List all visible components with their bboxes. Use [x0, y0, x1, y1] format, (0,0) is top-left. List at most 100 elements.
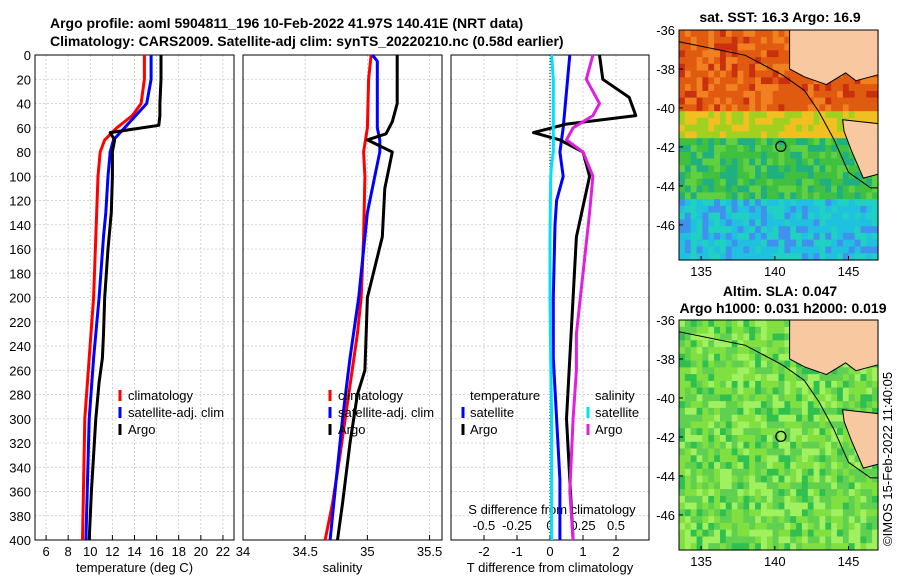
- map-cell: [690, 70, 698, 78]
- map-cell: [749, 43, 756, 51]
- map-cell: [796, 516, 803, 524]
- map-cell: [737, 84, 744, 92]
- map-cell: [720, 212, 727, 220]
- map-cell: [784, 77, 791, 85]
- map-cell: [772, 117, 780, 126]
- map-cell: [854, 111, 862, 119]
- map-cell: [848, 374, 856, 382]
- map-cell: [720, 340, 727, 348]
- map-cell: [842, 232, 850, 241]
- map-cell: [737, 394, 744, 402]
- map-cell: [690, 374, 698, 382]
- map-cell: [690, 165, 698, 173]
- map-cell: [854, 380, 862, 389]
- map-cell: [679, 199, 686, 207]
- map-cell: [837, 407, 844, 416]
- map-cell: [796, 97, 803, 105]
- map-cell: [696, 57, 704, 65]
- map-cell: [837, 165, 844, 173]
- map-cell: [749, 212, 756, 220]
- map-cell: [784, 414, 791, 423]
- map-cell: [702, 455, 709, 463]
- map-cell: [702, 185, 709, 193]
- map-cell: [778, 529, 785, 538]
- map-cell: [760, 63, 768, 72]
- map-cell: [755, 387, 762, 395]
- map-cell: [684, 30, 692, 38]
- map-cell: [760, 205, 768, 214]
- map-cell: [760, 394, 768, 402]
- x-tick-label: 18: [171, 544, 185, 559]
- map-cell: [702, 90, 709, 99]
- map-cell: [848, 77, 856, 85]
- map-cell: [702, 353, 709, 362]
- map-cell: [714, 205, 721, 214]
- x-tick-label: 14: [127, 544, 141, 559]
- map-cell: [872, 374, 879, 382]
- map-cell: [679, 421, 686, 429]
- map-cell: [778, 475, 785, 483]
- map-cell: [720, 387, 727, 395]
- map-cell: [837, 178, 844, 187]
- map-cell: [819, 414, 826, 423]
- map-cell: [749, 219, 756, 227]
- map-cell: [784, 421, 791, 429]
- map-cell: [860, 192, 867, 200]
- map-cell: [731, 367, 739, 375]
- map-cell: [848, 495, 856, 504]
- map-cell: [720, 50, 727, 58]
- map-cell: [801, 529, 809, 538]
- map-cell: [708, 414, 715, 423]
- map-cell: [720, 199, 727, 207]
- map-cell: [790, 543, 797, 551]
- map-cell: [708, 104, 715, 112]
- map-cell: [696, 340, 704, 348]
- map-cell: [743, 111, 750, 119]
- map-cell: [696, 138, 704, 146]
- map-cell: [714, 158, 721, 166]
- map-cell: [684, 380, 692, 389]
- map-cell: [801, 90, 809, 99]
- map-cell: [772, 353, 780, 362]
- y-tick-label: 180: [9, 266, 31, 281]
- map-cell: [755, 104, 762, 112]
- map-cell: [749, 97, 756, 105]
- map-cell: [801, 495, 809, 504]
- map-cell: [825, 475, 832, 483]
- map-cell: [819, 421, 826, 429]
- map-cell: [696, 360, 704, 368]
- map-cell: [772, 448, 780, 456]
- map-cell: [848, 401, 856, 409]
- map-cell: [714, 340, 721, 348]
- map-cell: [696, 320, 704, 328]
- map-cell: [842, 205, 850, 214]
- map-cell: [755, 340, 762, 348]
- map-cell: [866, 529, 873, 538]
- map-cell: [749, 165, 756, 173]
- map-cell: [872, 502, 879, 510]
- map-cell: [690, 475, 698, 483]
- map-cell: [684, 151, 692, 160]
- map-cell: [755, 43, 762, 51]
- map-cell: [790, 151, 797, 160]
- map-cell: [737, 172, 744, 180]
- map-cell: [801, 199, 809, 207]
- map-cell: [725, 84, 733, 92]
- map-cell: [831, 495, 838, 504]
- map-cell: [731, 104, 739, 112]
- map-cell: [813, 117, 821, 126]
- map-cell: [825, 407, 832, 416]
- map-cell: [702, 111, 709, 119]
- map-cell: [749, 448, 756, 456]
- map-cell: [737, 77, 744, 85]
- map-cell: [720, 462, 727, 470]
- map-cell: [854, 509, 862, 517]
- map-cell: [702, 475, 709, 483]
- map-cell: [766, 435, 774, 443]
- map-cell: [784, 448, 791, 456]
- map-cell: [702, 414, 709, 423]
- map-cell: [760, 239, 768, 248]
- map-cell: [796, 401, 803, 409]
- map-cell: [866, 380, 873, 389]
- map-cell: [679, 57, 686, 65]
